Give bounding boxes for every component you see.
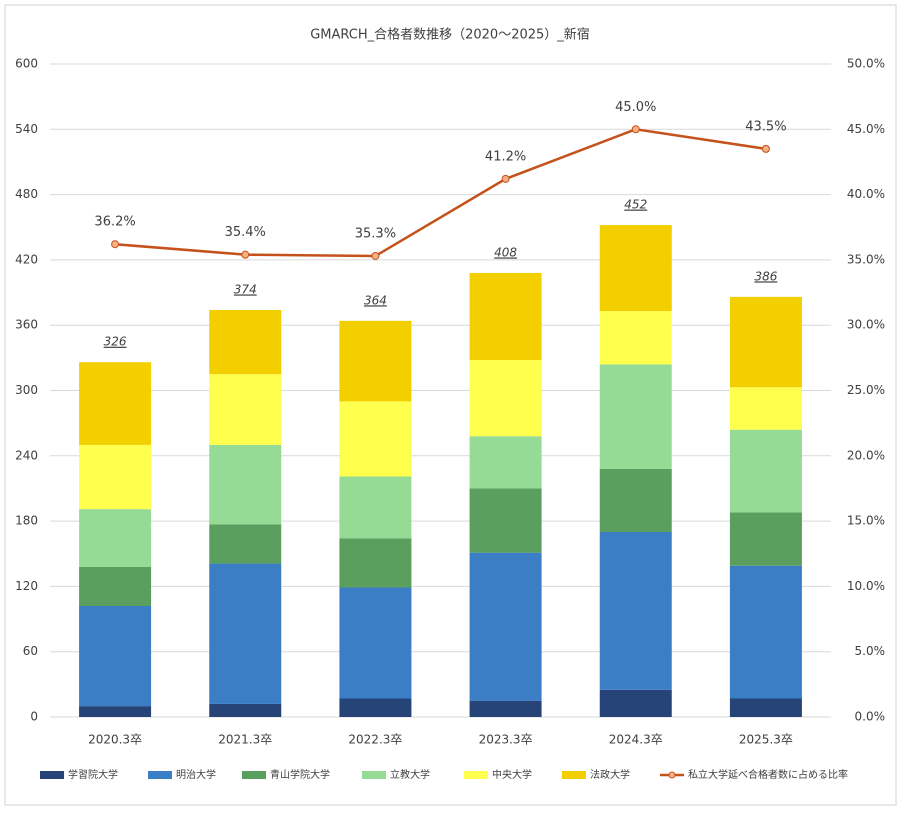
bar-segment	[339, 587, 412, 699]
bar-segment	[79, 566, 152, 606]
bar-segment	[729, 512, 802, 566]
bar-segment	[469, 488, 542, 553]
legend-swatch	[562, 771, 586, 779]
bar-segment	[599, 468, 672, 532]
y2-tick-label: 45.0%	[847, 122, 885, 136]
bar-segment	[729, 429, 802, 513]
chart-title: GMARCH_合格者数推移（2020～2025）_新宿	[310, 27, 590, 43]
y-tick-label: 600	[15, 57, 38, 71]
x-tick-label: 2020.3卒	[88, 733, 142, 747]
bar-segment	[339, 698, 412, 717]
y2-tick-label: 5.0%	[855, 644, 886, 658]
bar-segment	[79, 444, 152, 510]
legend-label: 明治大学	[176, 768, 216, 781]
y2-tick-label: 30.0%	[847, 318, 885, 332]
bar-segment	[729, 565, 802, 699]
x-tick-label: 2022.3卒	[348, 733, 402, 747]
legend-label: 私立大学延べ合格者数に占める比率	[688, 768, 848, 781]
line-value-label: 45.0%	[615, 100, 656, 115]
legend-swatch	[464, 771, 488, 779]
line-marker	[371, 251, 380, 260]
bar-segment	[79, 362, 152, 445]
legend-label: 学習院大学	[68, 768, 118, 781]
total-label: 452	[624, 198, 647, 212]
bar-segment	[209, 309, 282, 375]
y2-tick-label: 25.0%	[847, 383, 885, 397]
y2-tick-label: 0.0%	[855, 710, 886, 724]
legend-label: 立教大学	[390, 768, 430, 781]
y2-tick-label: 20.0%	[847, 448, 885, 462]
bar-segment	[209, 444, 282, 525]
y-tick-label: 120	[15, 579, 38, 593]
bar-segment	[469, 552, 542, 701]
bar-segment	[469, 436, 542, 489]
line-marker	[241, 250, 250, 259]
y-tick-label: 60	[23, 644, 38, 658]
line-marker	[111, 240, 120, 249]
line-value-label: 41.2%	[485, 149, 526, 164]
bar-segment	[79, 706, 152, 717]
legend-label: 青山学院大学	[270, 768, 330, 781]
bar-segment	[79, 509, 152, 567]
bar-segment	[599, 364, 672, 469]
y-tick-label: 0	[30, 710, 38, 724]
legend-label: 中央大学	[492, 768, 532, 781]
bar-segment	[209, 563, 282, 704]
y2-tick-label: 15.0%	[847, 514, 885, 528]
line	[114, 128, 767, 258]
total-label: 326	[104, 335, 127, 349]
bar-segment	[729, 296, 802, 388]
x-tick-label: 2023.3卒	[479, 733, 533, 747]
line-value-label: 36.2%	[94, 215, 135, 230]
legend-swatch	[362, 771, 386, 779]
y-tick-label: 240	[15, 448, 38, 462]
bar-segment	[599, 225, 672, 312]
line-marker	[501, 174, 510, 183]
bar-segment	[599, 531, 672, 690]
bar-segment	[729, 387, 802, 430]
total-label: 364	[364, 293, 387, 307]
line-marker	[761, 144, 770, 153]
x-tick-label: 2021.3卒	[218, 733, 272, 747]
bar-segment	[469, 700, 542, 717]
y2-tick-label: 10.0%	[847, 579, 885, 593]
y-tick-label: 540	[15, 122, 38, 136]
y-tick-label: 480	[15, 187, 38, 201]
total-label: 386	[754, 269, 777, 283]
bar-segment	[209, 524, 282, 564]
x-tick-label: 2024.3卒	[609, 733, 663, 747]
legend-swatch	[242, 771, 266, 779]
line-value-label: 35.3%	[355, 226, 396, 241]
y2-tick-label: 40.0%	[847, 187, 885, 201]
y-tick-label: 360	[15, 318, 38, 332]
line-marker	[631, 125, 640, 134]
legend-swatch	[148, 771, 172, 779]
legend-swatch	[40, 771, 64, 779]
bar-segment	[339, 320, 412, 402]
y2-tick-label: 50.0%	[847, 57, 885, 71]
y2-tick-label: 35.0%	[847, 252, 885, 266]
line-value-label: 35.4%	[225, 225, 266, 240]
y-tick-label: 180	[15, 514, 38, 528]
total-label: 374	[234, 282, 257, 296]
line-value-label: 43.5%	[745, 119, 786, 134]
bar-segment	[209, 703, 282, 717]
bar-segment	[209, 374, 282, 445]
y-tick-label: 300	[15, 383, 38, 397]
bar-segment	[729, 698, 802, 717]
legend-swatch-marker	[668, 771, 676, 779]
bar-segment	[339, 401, 412, 477]
legend-label: 法政大学	[590, 768, 630, 781]
bar-segment	[469, 272, 542, 361]
bar-segment	[469, 360, 542, 437]
total-label: 408	[494, 245, 517, 259]
bar-segment	[339, 476, 412, 539]
x-tick-label: 2025.3卒	[739, 733, 793, 747]
bar-segment	[599, 689, 672, 717]
bar-segment	[599, 311, 672, 365]
bar-segment	[79, 605, 152, 707]
bar-segment	[339, 538, 412, 588]
y-tick-label: 420	[15, 252, 38, 266]
